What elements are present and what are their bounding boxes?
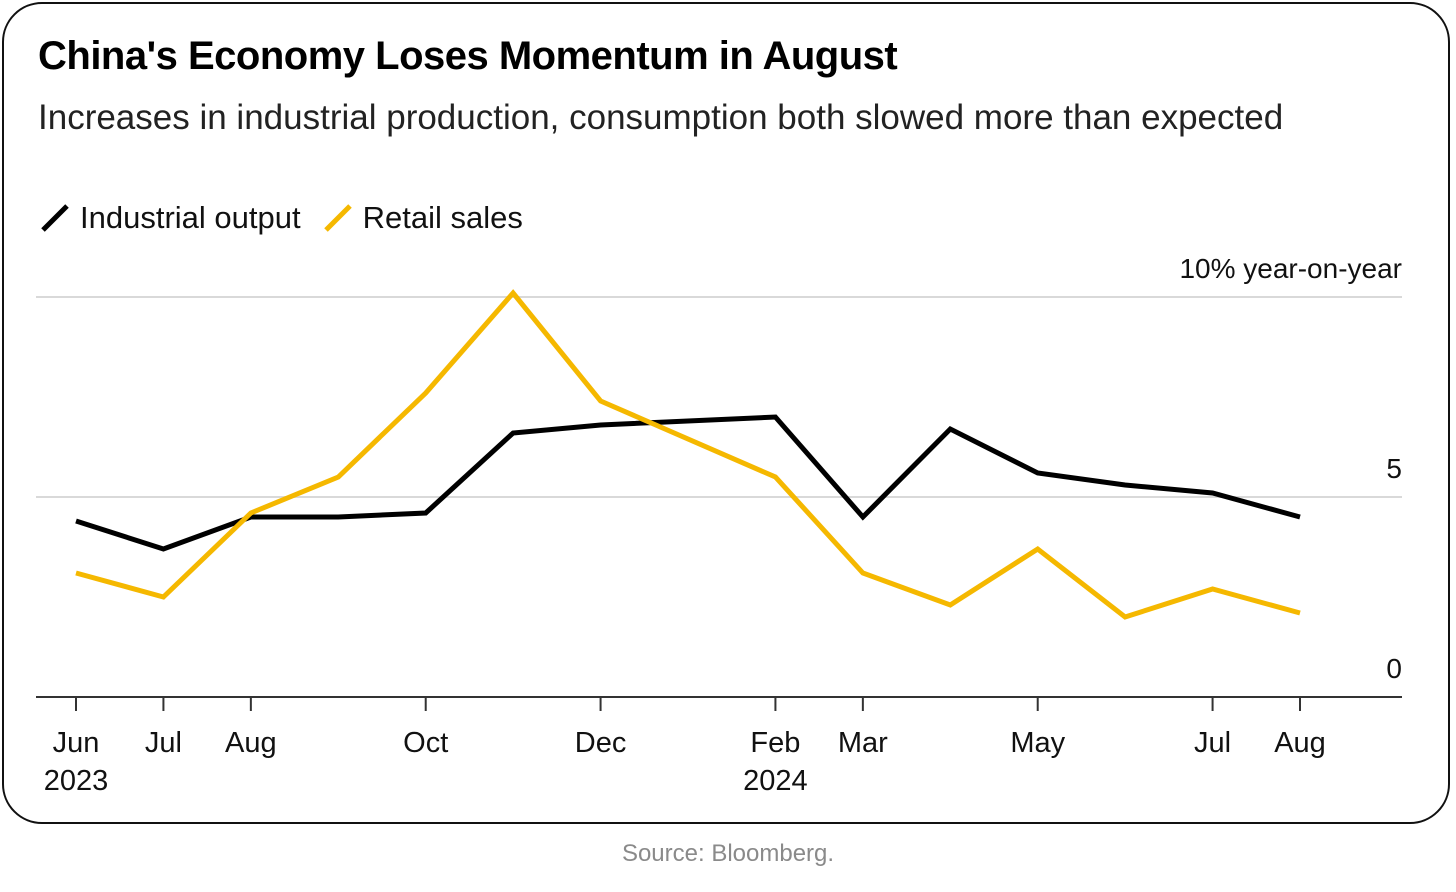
chart-title: China's Economy Loses Momentum in August — [38, 34, 898, 78]
y-tick-label-5: 5 — [1386, 453, 1402, 484]
x-tick-label-2023-06: Jun — [53, 727, 100, 759]
series-line-industrial-output — [75, 414, 1301, 552]
x-tick-label-2024-03: Mar — [838, 727, 888, 759]
legend-line-icon-industrial — [41, 204, 69, 232]
x-tick-label-2023-07: Jul — [145, 727, 182, 759]
series-line-retail-sales — [75, 289, 1301, 620]
legend: Industrial output Retail sales — [38, 200, 543, 236]
legend-line-icon-retail — [323, 204, 352, 232]
y-tick-label-0: 0 — [1386, 653, 1402, 684]
x-tick-label-2023-12: Dec — [575, 727, 627, 759]
x-tick-label-2023-08: Aug — [225, 727, 277, 759]
x-tick-label-2024-07: Jul — [1194, 727, 1231, 759]
legend-item-industrial-output: Industrial output — [38, 200, 301, 236]
chart-subtitle: Increases in industrial production, cons… — [38, 98, 1284, 137]
x-tick-label-2024-08: Aug — [1274, 727, 1326, 759]
y-tick-label-10: 10% year-on-year — [1179, 253, 1402, 284]
legend-label-retail-sales: Retail sales — [362, 200, 523, 235]
x-tick-label-2024-05: May — [1010, 727, 1065, 759]
x-tick-label-2023-10: Oct — [403, 727, 448, 759]
line-chart: 10% year-on-year 5 0 Jun 2023 Jul Aug Oct Dec Feb… — [36, 253, 1402, 797]
source-note: Source: Bloomberg. — [621, 840, 835, 867]
x-tick-year-2023: 2023 — [44, 765, 109, 797]
chart-card: China's Economy Loses Momentum in August… — [2, 2, 1450, 824]
legend-item-retail-sales: Retail sales — [321, 200, 523, 236]
x-tick-label-2024-02: Feb — [750, 727, 800, 759]
legend-label-industrial-output: Industrial output — [80, 200, 301, 235]
x-tick-year-2024: 2024 — [743, 765, 808, 797]
